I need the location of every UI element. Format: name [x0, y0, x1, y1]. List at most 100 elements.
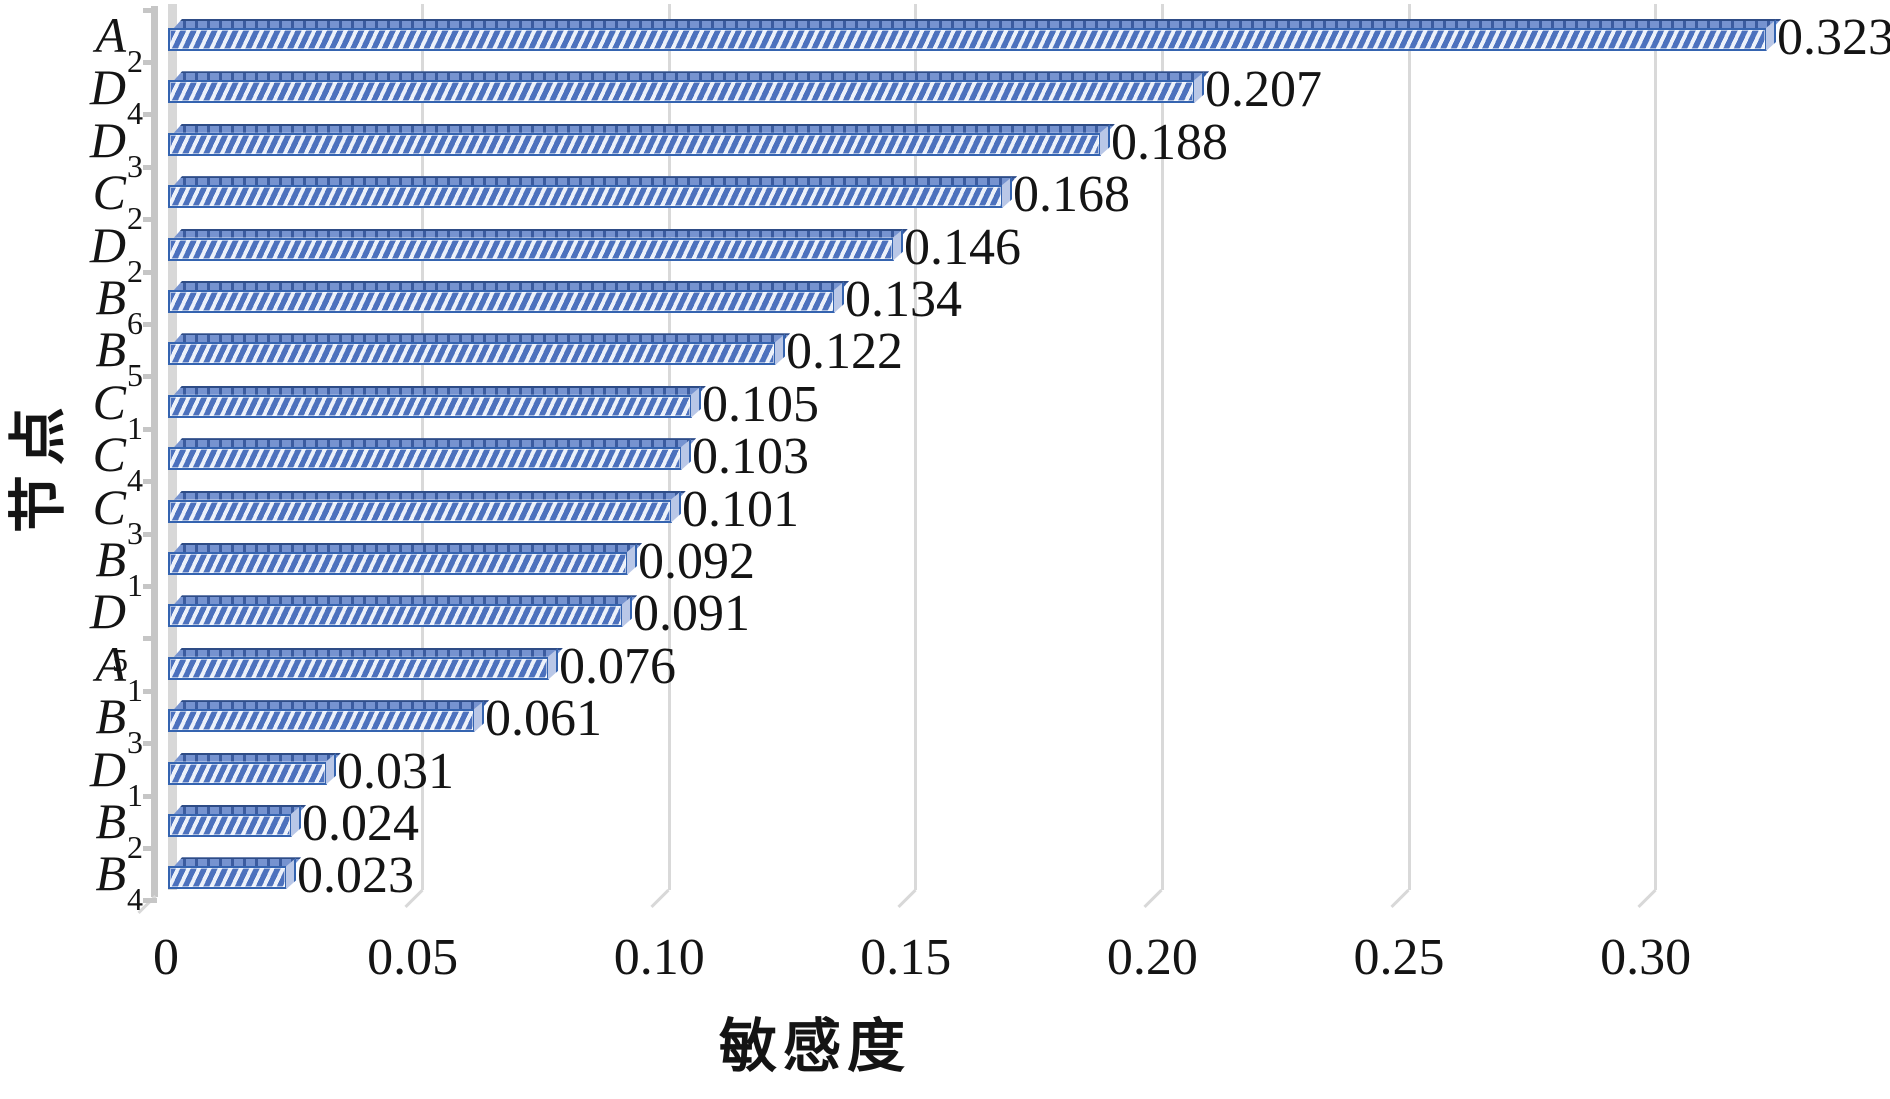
- bar-top-face: [174, 229, 908, 238]
- bar-value-label: 0.101: [682, 480, 799, 538]
- category-label: A1: [0, 638, 143, 706]
- category-label: C1: [0, 373, 143, 444]
- category-label: A2: [0, 9, 143, 77]
- x-tick-label-0: 0: [153, 929, 179, 986]
- bar-end-cap: [775, 334, 785, 366]
- bar-front-face: [168, 552, 628, 575]
- y-tick-mark: [143, 688, 157, 694]
- category-subscript: 2: [127, 200, 143, 237]
- category-base: B: [95, 845, 126, 902]
- category-subscript: 1: [127, 671, 143, 708]
- bar-front-face: [168, 604, 623, 628]
- bar-end-cap: [671, 491, 681, 523]
- bar-end-cap: [893, 229, 903, 261]
- bar-front-face: [168, 866, 287, 890]
- category-label: D1: [0, 743, 143, 811]
- bar-end-cap: [286, 858, 296, 890]
- category-label: B2: [0, 795, 143, 863]
- bar: [168, 229, 906, 263]
- bar-top-face: [174, 124, 1115, 133]
- bar-value-label: 0.146: [904, 218, 1021, 276]
- category-base: C: [92, 478, 126, 535]
- category-base: B: [95, 688, 126, 745]
- bar-top-face: [174, 595, 637, 604]
- category-subscript: 5: [112, 642, 128, 679]
- bar-value-label: 0.134: [845, 271, 962, 328]
- bar-end-cap: [291, 805, 301, 837]
- category-label: B6: [0, 271, 143, 339]
- x-tick-label-0.25: 0.25: [1353, 929, 1445, 986]
- category-subscript: 1: [127, 776, 143, 813]
- category-base: B: [95, 321, 126, 378]
- bar-end-cap: [1002, 176, 1012, 209]
- bar: [168, 648, 561, 682]
- gridline-foot-0.20: [1143, 888, 1163, 909]
- bar-front-face: [168, 342, 776, 366]
- bar: [168, 543, 640, 577]
- bar: [168, 753, 339, 787]
- y-tick-mark: [143, 793, 157, 799]
- bar-value-label: 0.122: [786, 323, 903, 381]
- bar: [168, 438, 694, 472]
- bar-top-face: [174, 438, 696, 447]
- y-tick-mark: [143, 583, 157, 589]
- category-subscript: 3: [127, 514, 143, 551]
- bar-end-cap: [1194, 72, 1204, 104]
- bar-front-face: [168, 709, 475, 733]
- bar-end-cap: [548, 648, 558, 680]
- category-base: C: [92, 373, 126, 430]
- y-tick-mark: [143, 479, 157, 485]
- x-tick-label-0.20: 0.20: [1106, 929, 1198, 986]
- category-label: B5: [0, 321, 143, 391]
- bar-value-label: 0.091: [633, 585, 750, 643]
- x-axis-title: 敏感度: [718, 1012, 911, 1080]
- gridline-foot-0.10: [650, 888, 670, 909]
- y-tick-mark: [143, 531, 157, 537]
- bar-value-label: 0.024: [302, 795, 419, 852]
- category-label: C3: [0, 478, 143, 549]
- category-base: C: [92, 426, 126, 483]
- bar-end-cap: [474, 700, 484, 733]
- category-label: D5: [0, 583, 142, 676]
- y-tick-mark: [143, 164, 157, 170]
- bar-front-face: [168, 132, 1101, 156]
- bar: [168, 805, 304, 839]
- y-tick-mark: [143, 269, 157, 275]
- y-tick-mark: [143, 374, 157, 380]
- category-label: D4: [0, 61, 143, 129]
- bar-top-face: [174, 281, 849, 290]
- bar-top-face: [174, 648, 563, 657]
- bar-top-face: [174, 857, 301, 866]
- bar-top-face: [174, 491, 686, 500]
- category-subscript: 1: [127, 409, 143, 446]
- category-subscript: 4: [127, 95, 143, 132]
- bar-end-cap: [681, 438, 691, 471]
- category-label: D3: [0, 114, 143, 182]
- bar-end-cap: [834, 281, 844, 313]
- y-tick-mark: [143, 7, 157, 13]
- bar: [168, 491, 684, 525]
- category-base: C: [92, 164, 126, 221]
- bar-front-face: [168, 394, 692, 418]
- category-label: B4: [0, 845, 143, 915]
- bar-value-label: 0.323: [1777, 9, 1890, 66]
- category-label: B1: [0, 533, 143, 601]
- bar-top-face: [174, 753, 341, 762]
- category-subscript: 5: [127, 357, 143, 394]
- bar-value-label: 0.168: [1013, 166, 1130, 224]
- gridline-0.20: [1160, 4, 1164, 890]
- gridline-0.30: [1654, 4, 1658, 890]
- bar-front-face: [168, 656, 549, 680]
- category-subscript: 1: [127, 567, 143, 603]
- y-tick-mark: [143, 426, 157, 432]
- y-tick-mark: [143, 112, 157, 118]
- y-axis-title: 节点: [4, 397, 72, 534]
- category-base: D: [89, 583, 126, 640]
- y-tick-mark: [143, 845, 157, 851]
- bar-end-cap: [622, 596, 632, 628]
- bar-end-cap: [326, 753, 336, 785]
- bar-front-face: [168, 499, 672, 523]
- y-axis-line: [151, 6, 158, 897]
- x-tick-label-0.05: 0.05: [367, 929, 459, 986]
